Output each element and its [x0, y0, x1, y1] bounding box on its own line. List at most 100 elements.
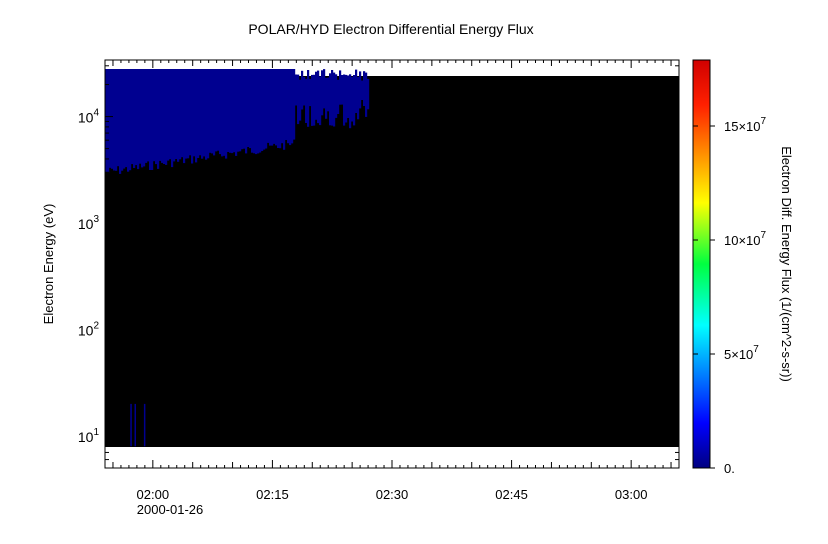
spectrogram-column — [257, 69, 260, 154]
spectrogram-column — [287, 69, 290, 144]
spectrogram-column — [187, 69, 190, 159]
spectrogram-column — [145, 69, 148, 163]
spectrogram-column — [329, 73, 332, 126]
spectrogram-column — [263, 69, 266, 150]
spectrogram-streak — [134, 403, 136, 447]
spectrogram-column — [229, 69, 232, 153]
y-tick-label: 102 — [78, 320, 100, 338]
spectrogram-column — [279, 69, 282, 149]
spectrogram-column — [135, 69, 138, 166]
spectrogram-column — [137, 69, 140, 170]
spectrogram-column — [333, 72, 336, 127]
spectrogram-column — [203, 69, 206, 157]
spectrogram-column — [171, 69, 174, 168]
spectrogram-column — [129, 69, 132, 171]
spectrogram-column — [301, 70, 304, 110]
spectrogram-column — [247, 69, 250, 147]
spectrogram-column — [221, 69, 224, 157]
spectrogram-column — [149, 69, 152, 170]
spectrogram-column — [197, 69, 200, 158]
spectrogram-column — [121, 69, 124, 171]
spectrogram-column — [177, 69, 180, 162]
spectrogram-column — [261, 69, 264, 151]
spectrogram-column — [175, 69, 178, 159]
spectrogram-streak — [130, 403, 132, 447]
spectrogram-column — [265, 69, 268, 149]
spectrogram-column — [155, 69, 158, 165]
spectrogram-column — [167, 69, 170, 161]
y-tick-label: 103 — [78, 214, 100, 232]
spectrogram-column — [125, 69, 128, 168]
spectrogram-column — [205, 69, 208, 160]
spectrogram-column — [199, 69, 202, 156]
spectrogram-column — [361, 80, 364, 100]
spectrogram-column — [285, 69, 288, 140]
colorbar-tick-label: 0. — [724, 461, 735, 476]
spectrogram-column — [233, 69, 236, 153]
spectrogram-column — [131, 69, 134, 165]
spectrogram-column — [283, 69, 286, 150]
spectrogram-column — [355, 69, 358, 113]
spectrogram-column — [207, 69, 210, 159]
spectrogram-column — [109, 69, 112, 168]
spectrogram-column — [311, 74, 314, 126]
spectrogram-column — [147, 69, 150, 162]
x-tick-label: 02:30 — [376, 487, 409, 502]
spectrogram-column — [191, 69, 194, 164]
spectrogram-column — [113, 69, 116, 171]
spectrogram-column — [237, 69, 240, 152]
spectrogram-column — [343, 74, 346, 126]
spectrogram-column — [201, 69, 204, 159]
spectrogram-column — [319, 76, 322, 126]
spectrogram-column — [241, 69, 244, 150]
colorbar-tick-label: 15×107 — [724, 116, 767, 134]
spectrogram-column — [185, 69, 188, 159]
spectrogram-column — [169, 69, 172, 160]
spectrogram-column — [331, 70, 334, 126]
spectrogram-column — [193, 69, 196, 157]
spectrogram-column — [231, 69, 234, 154]
spectrogram-column — [351, 76, 354, 122]
spectrogram-column — [295, 74, 298, 106]
spectrogram-column — [347, 75, 350, 118]
spectrogram-column — [305, 78, 308, 123]
x-tick-label: 02:00 — [137, 487, 170, 502]
y-axis-label: Electron Energy (eV) — [41, 204, 56, 325]
spectrogram-column — [163, 69, 166, 164]
x-tick-label: 02:15 — [256, 487, 289, 502]
colorbar-gradient — [692, 59, 711, 469]
spectrogram-column — [211, 69, 214, 154]
spectrogram-column — [189, 69, 192, 156]
chart-title: POLAR/HYD Electron Differential Energy F… — [248, 21, 533, 37]
spectrogram-column — [269, 69, 272, 146]
spectrogram-column — [309, 78, 312, 107]
colorbar-ticks: 0. 5×107 10×107 15×107 — [693, 116, 767, 476]
spectrogram-column — [235, 69, 238, 156]
spectrogram-column — [239, 69, 242, 152]
colorbar-tick-label: 5×107 — [724, 344, 759, 362]
spectrogram-column — [289, 69, 292, 146]
spectrogram-column — [105, 69, 108, 173]
spectrogram-column — [253, 69, 256, 154]
spectrogram-column — [297, 74, 300, 125]
spectrogram-column — [225, 69, 228, 159]
spectrogram-column — [217, 69, 220, 151]
spectrogram-column — [341, 75, 344, 105]
spectrogram-column — [353, 75, 356, 126]
spectrogram-column — [107, 69, 110, 173]
spectrogram-streak — [143, 403, 146, 447]
spectrogram-column — [143, 69, 146, 167]
spectrogram-column — [151, 69, 154, 170]
spectrogram-column — [183, 69, 186, 164]
spectrogram-column — [139, 69, 142, 164]
x-axis-start-date: 2000-01-26 — [137, 502, 204, 517]
spectrogram-column — [157, 69, 160, 169]
spectrogram-column — [153, 69, 156, 162]
spectrogram-column — [267, 69, 270, 143]
spectrogram-column — [245, 69, 248, 154]
spectrogram-column — [251, 69, 254, 153]
x-tick-label: 02:45 — [495, 487, 528, 502]
spectrogram-column — [299, 79, 302, 121]
spectrogram-column — [179, 69, 182, 160]
